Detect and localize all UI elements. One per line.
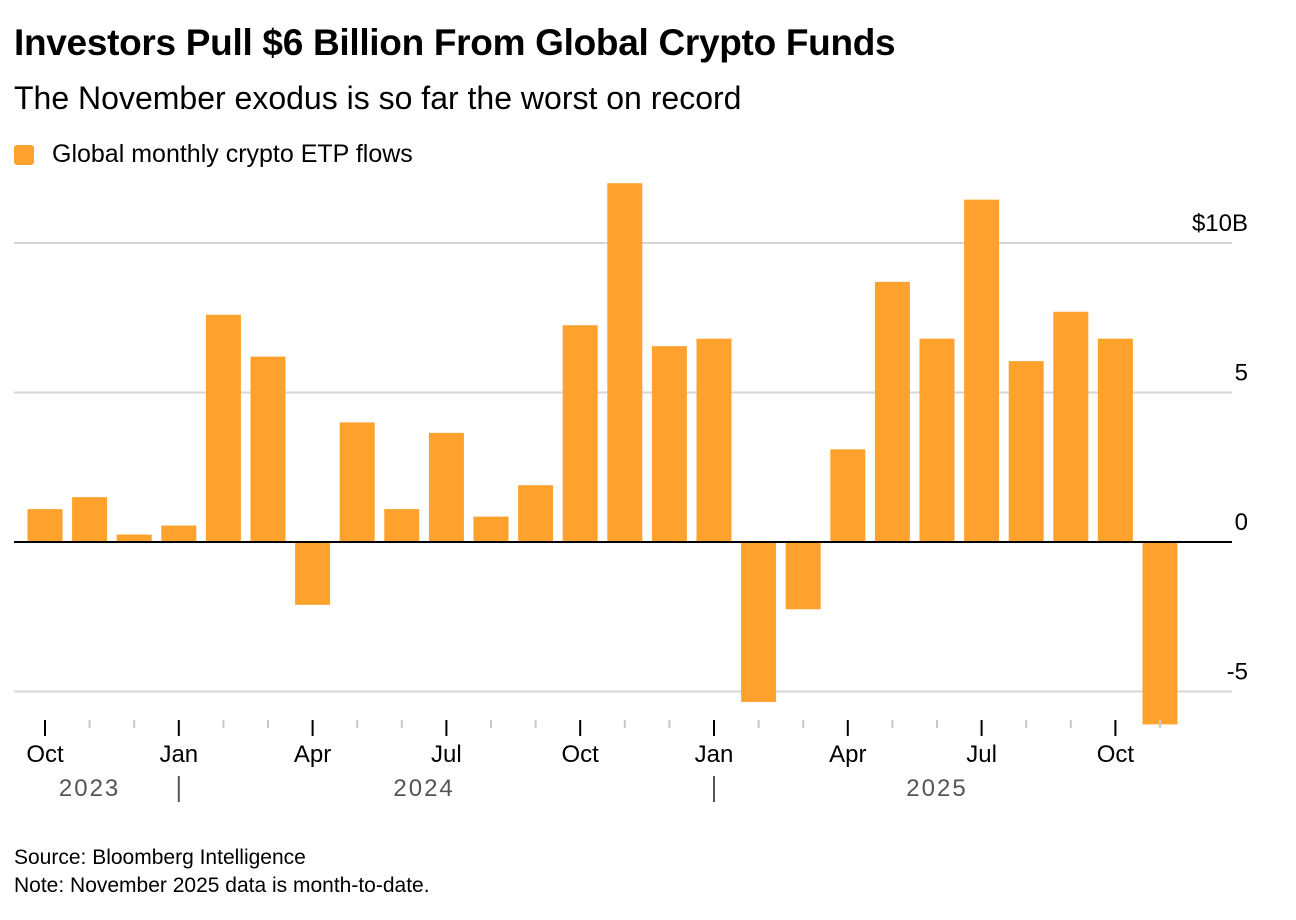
y-tick-label: -5 — [1227, 659, 1248, 686]
chart-subtitle: The November exodus is so far the worst … — [14, 80, 742, 116]
bar — [27, 509, 63, 542]
y-axis-labels: $10B 5 0 -5 — [1192, 210, 1248, 686]
x-tick-label: Jan — [159, 741, 198, 768]
x-tick-label: Oct — [562, 741, 600, 768]
x-tick-label: Jul — [966, 741, 997, 768]
bar — [339, 422, 375, 542]
bar — [607, 183, 643, 542]
x-year-label: 2024 — [393, 775, 454, 802]
bar — [785, 542, 821, 610]
y-tick-label: 5 — [1235, 360, 1248, 387]
bar — [1097, 338, 1133, 542]
bar — [161, 525, 197, 542]
bar — [384, 509, 420, 542]
bar — [830, 449, 866, 542]
bar — [295, 542, 331, 605]
bar — [205, 314, 241, 542]
y-tick-label: 0 — [1235, 509, 1248, 536]
bar — [874, 281, 910, 542]
bar — [964, 199, 1000, 542]
x-year-label: 2023 — [59, 775, 120, 802]
bars — [27, 183, 1178, 725]
bar — [518, 485, 554, 542]
bar — [562, 325, 598, 542]
legend-swatch — [14, 144, 34, 165]
bar — [1008, 361, 1044, 542]
x-tick-label: Jan — [695, 741, 734, 768]
x-tick-label: Apr — [829, 741, 866, 768]
x-tick-label: Apr — [294, 741, 331, 768]
bar — [250, 356, 286, 542]
bar — [1053, 311, 1089, 542]
x-tick-label: Oct — [1097, 741, 1135, 768]
y-tick-label: $10B — [1192, 210, 1248, 237]
legend-label: Global monthly crypto ETP flows — [52, 140, 413, 168]
bar — [116, 534, 152, 542]
chart-legend: Global monthly crypto ETP flows — [14, 140, 413, 169]
source-note: Source: Bloomberg Intelligence — [14, 846, 306, 869]
bar — [696, 338, 732, 542]
bar — [428, 432, 464, 542]
x-tick-label: Jul — [431, 741, 462, 768]
footnote: Note: November 2025 data is month-to-dat… — [14, 874, 430, 897]
bar — [651, 346, 687, 542]
bar — [741, 542, 777, 702]
x-axis: Oct Jan Apr Jul Oct Jan Apr Jul Oct 2023 2024 2025 — [26, 720, 1161, 802]
x-year-label: 2025 — [906, 775, 967, 802]
chart-title: Investors Pull $6 Billion From Global Cr… — [14, 22, 896, 63]
x-tick-label: Oct — [26, 741, 64, 768]
bar — [72, 497, 108, 542]
bar — [919, 338, 955, 542]
bar — [1142, 542, 1178, 725]
bar — [473, 516, 509, 542]
